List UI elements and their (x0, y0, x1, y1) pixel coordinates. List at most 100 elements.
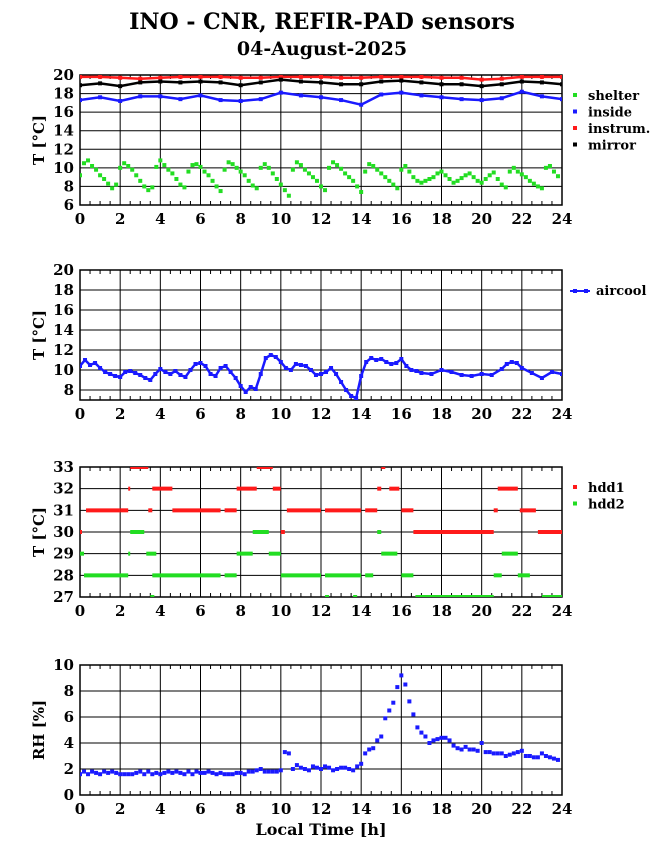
data-point-mirror (278, 77, 283, 82)
data-point-shelter (431, 175, 436, 180)
data-point-shelter (310, 175, 315, 180)
data-point-rh (274, 769, 279, 774)
data-point-shelter (214, 184, 219, 189)
data-point-shelter (411, 175, 416, 180)
y-tick-label: 10 (53, 656, 74, 674)
data-point-mirror (339, 82, 344, 87)
data-point-shelter (551, 169, 556, 174)
data-point-rh (250, 769, 255, 774)
data-point-aircool (429, 372, 434, 376)
data-point-shelter (82, 161, 87, 166)
data-point-rh (415, 725, 420, 730)
data-point-shelter (415, 178, 420, 183)
data-point-rh (475, 748, 480, 753)
x-tick-label: 8 (235, 602, 245, 620)
data-point-shelter (222, 167, 227, 172)
y-tick-label: 20 (53, 261, 74, 279)
data-point-rh (286, 751, 291, 756)
data-point-aircool (148, 378, 153, 382)
data-point-rh (158, 772, 163, 777)
data-point-shelter (327, 165, 332, 170)
data-point-aircool (113, 374, 118, 378)
data-point-aircool (404, 364, 409, 368)
data-point-shelter (194, 162, 199, 167)
data-point-shelter (435, 171, 440, 176)
data-point-shelter (286, 193, 291, 198)
data-point-shelter (499, 182, 504, 187)
data-point-shelter (178, 182, 183, 187)
data-point-shelter (331, 160, 336, 165)
data-point-aircool (489, 373, 494, 377)
data-point-aircool (308, 368, 313, 372)
data-point-shelter (459, 176, 464, 181)
data-point-rh (411, 712, 416, 717)
x-tick-label: 14 (351, 800, 372, 818)
data-point-mirror (359, 82, 364, 87)
data-point-aircool (293, 362, 298, 366)
data-point-rh (387, 708, 392, 713)
data-point-aircool (303, 364, 308, 368)
data-point-shelter (379, 171, 384, 176)
data-point-aircool (273, 355, 278, 359)
data-point-shelter (399, 167, 404, 172)
data-point-shelter (298, 163, 303, 168)
legend-marker-hdd1 (573, 485, 577, 489)
data-point-inside (399, 90, 404, 95)
y-axis-label: T [°C] (30, 310, 48, 360)
data-point-rh (214, 772, 219, 777)
data-point-aircool (213, 374, 218, 378)
data-point-rh (339, 765, 344, 770)
data-point-instrum (218, 75, 223, 79)
data-point-aircool (223, 364, 228, 368)
data-point-rh (379, 734, 384, 739)
data-point-instrum (98, 75, 103, 79)
data-point-aircool (560, 372, 562, 376)
data-point-rh (383, 716, 388, 721)
data-point-rh (114, 770, 119, 775)
data-point-mirror (298, 79, 303, 84)
data-point-rh (495, 751, 500, 756)
data-point-shelter (507, 169, 512, 174)
data-point-mirror (560, 82, 562, 87)
data-point-shelter (363, 169, 368, 174)
data-point-aircool (529, 371, 534, 375)
data-point-instrum (178, 75, 183, 79)
data-point-rh (487, 750, 492, 755)
data-point-aircool (374, 358, 379, 362)
data-point-shelter (527, 178, 532, 183)
data-point-shelter (302, 167, 307, 172)
data-point-aircool (334, 372, 339, 376)
data-point-shelter (250, 183, 255, 188)
data-point-aircool (419, 371, 424, 375)
data-point-shelter (475, 178, 480, 183)
data-point-shelter (335, 163, 340, 168)
data-point-aircool (118, 375, 123, 379)
x-tick-label: 10 (270, 800, 291, 818)
data-point-mirror (178, 80, 183, 85)
data-point-aircool (399, 357, 404, 361)
data-point-shelter (511, 165, 516, 170)
x-tick-label: 18 (431, 602, 452, 620)
x-tick-label: 24 (552, 210, 573, 228)
data-point-shelter (339, 166, 344, 171)
legend-marker-dot (584, 289, 588, 293)
y-axis-label: T [°C] (30, 507, 48, 557)
data-point-rh (106, 770, 111, 775)
y-tick-label: 14 (53, 321, 74, 339)
data-point-shelter (234, 165, 239, 170)
data-point-rh (351, 768, 356, 773)
data-point-aircool (349, 394, 354, 398)
x-tick-label: 12 (311, 405, 332, 423)
data-point-shelter (80, 173, 82, 178)
data-point-mirror (118, 84, 123, 89)
data-point-rh (459, 747, 464, 752)
data-point-aircool (163, 370, 168, 374)
y-axis-label: T [°C] (30, 115, 48, 165)
data-point-shelter (347, 175, 352, 180)
y-tick-label: 16 (53, 301, 74, 319)
data-point-inside (158, 94, 163, 99)
data-point-aircool (158, 367, 163, 371)
data-point-inside (198, 93, 203, 98)
data-point-instrum (499, 76, 504, 81)
x-tick-label: 20 (471, 800, 492, 818)
